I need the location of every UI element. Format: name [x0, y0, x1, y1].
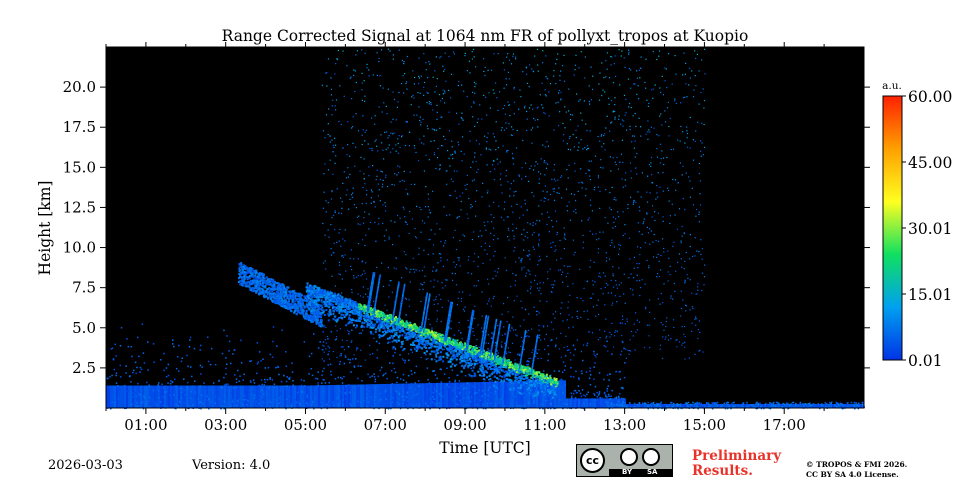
- y-axis: 2.5 5.0 7.5 10.0 12.5 15.0 17.5 20.0: [63, 78, 870, 377]
- copyright-line-2: CC BY SA 4.0 License.: [806, 470, 899, 479]
- colorbar-unit: a.u.: [882, 80, 902, 92]
- y-tick-label: 12.5: [63, 198, 96, 216]
- colorbar: [882, 95, 903, 361]
- share-alike-icon: [642, 448, 660, 466]
- y-tick-label: 17.5: [63, 118, 96, 136]
- license-strip: BY SA: [609, 468, 672, 477]
- colorbar-tick-label: 45.00: [908, 154, 952, 172]
- y-tick-label: 15.0: [63, 158, 96, 176]
- y-tick-label: 5.0: [72, 319, 96, 337]
- y-tick-label: 20.0: [63, 78, 96, 96]
- y-tick-label: 2.5: [72, 359, 96, 377]
- license-by-text: BY: [622, 468, 633, 476]
- x-tick-label: 11:00: [523, 416, 566, 434]
- cc-icon: cc: [580, 448, 605, 473]
- colorbar-ticks: 0.01 15.01 30.01 45.00 60.00: [902, 88, 952, 370]
- y-axis-label: Height [km]: [36, 181, 54, 276]
- x-tick-label: 07:00: [364, 416, 407, 434]
- cc-by-sa-badge: cc BY SA: [576, 444, 673, 477]
- x-tick-label: 09:00: [443, 416, 486, 434]
- plot-frame: [105, 46, 865, 409]
- x-tick-label: 01:00: [124, 416, 167, 434]
- measurement-date: 2026-03-03: [48, 458, 123, 473]
- colorbar-tick-label: 15.01: [908, 286, 952, 304]
- y-tick-label: 7.5: [72, 279, 96, 297]
- person-icon: [620, 448, 638, 466]
- colorbar-tick-label: 0.01: [908, 352, 943, 370]
- x-tick-label: 17:00: [763, 416, 806, 434]
- x-axis: 01:00 03:00 05:00 07:00 09:00 11:00 13:00 15:00…: [105, 42, 825, 434]
- copyright-line-1: © TROPOS & FMI 2026.: [806, 460, 908, 469]
- x-tick-label: 05:00: [284, 416, 327, 434]
- preliminary-results-note: Preliminary Results.: [692, 449, 781, 479]
- colorbar-tick-label: 30.01: [908, 220, 952, 238]
- x-tick-label: 15:00: [683, 416, 726, 434]
- colorbar-tick-label: 60.00: [908, 88, 952, 106]
- version-label: Version: 4.0: [192, 458, 271, 473]
- x-tick-label: 03:00: [204, 416, 247, 434]
- x-axis-label: Time [UTC]: [439, 439, 530, 457]
- chart-title: Range Corrected Signal at 1064 nm FR of …: [222, 27, 749, 45]
- x-tick-label: 13:00: [603, 416, 646, 434]
- signal-heatmap: [106, 48, 865, 410]
- preliminary-line-2: Results.: [692, 463, 753, 479]
- plot-area: [106, 47, 864, 408]
- y-tick-label: 10.0: [63, 239, 96, 257]
- preliminary-line-1: Preliminary: [692, 448, 782, 464]
- license-sa-text: SA: [647, 468, 658, 476]
- copyright-note: © TROPOS & FMI 2026. CC BY SA 4.0 Licens…: [806, 460, 907, 480]
